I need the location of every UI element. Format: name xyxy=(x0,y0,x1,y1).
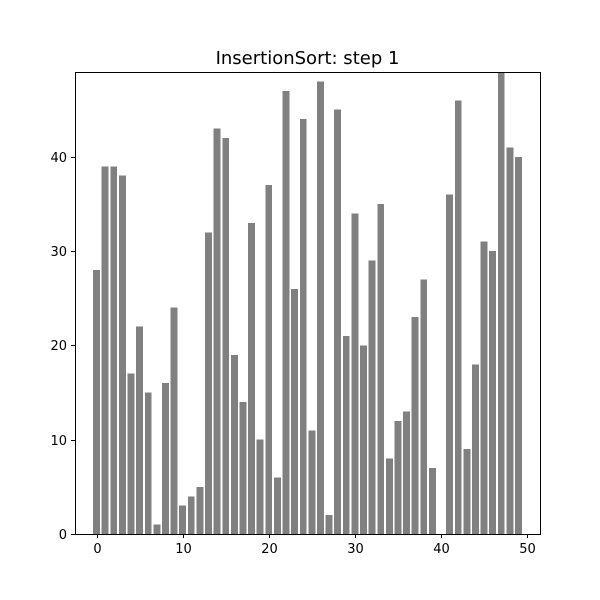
y-axis: 0 10 20 30 40 xyxy=(50,151,75,543)
bar-9 xyxy=(170,307,178,534)
bar-12 xyxy=(196,486,204,534)
bars-group xyxy=(93,72,522,535)
y-tick-label-30: 30 xyxy=(50,245,67,260)
x-tick-label-50: 50 xyxy=(519,542,536,557)
bar-36 xyxy=(403,411,410,534)
y-tick-label-10: 10 xyxy=(50,434,67,449)
x-tick-label-10: 10 xyxy=(175,542,192,557)
x-tick-label-0: 0 xyxy=(93,542,101,557)
bar-16 xyxy=(230,354,238,534)
y-tick-label-40: 40 xyxy=(50,151,67,166)
bar-42 xyxy=(454,100,462,534)
bar-41 xyxy=(446,194,454,534)
bar-24 xyxy=(299,119,307,534)
bar-17 xyxy=(239,402,247,534)
x-tick-label-40: 40 xyxy=(433,542,450,557)
x-axis: 0 10 20 30 40 50 xyxy=(93,534,536,557)
y-tick-label-20: 20 xyxy=(50,339,67,354)
bar-38 xyxy=(420,279,428,534)
bar-47 xyxy=(497,72,505,534)
bar-32 xyxy=(368,260,376,534)
bar-20 xyxy=(265,185,273,534)
chart-title: InsertionSort: step 1 xyxy=(216,48,400,69)
bar-0 xyxy=(93,270,100,534)
bar-8 xyxy=(161,383,169,534)
bar-26 xyxy=(316,81,324,535)
x-tick-label-20: 20 xyxy=(261,542,278,557)
bar-6 xyxy=(144,392,152,534)
bar-28 xyxy=(334,109,342,535)
bar-30 xyxy=(351,213,359,534)
bar-44 xyxy=(471,364,479,534)
bar-23 xyxy=(291,288,299,534)
x-tick-label-30: 30 xyxy=(347,542,364,557)
bar-1 xyxy=(101,166,109,535)
bar-10 xyxy=(179,505,187,534)
bar-46 xyxy=(489,251,497,534)
bar-4 xyxy=(127,373,135,534)
bar-11 xyxy=(187,496,195,534)
bar-43 xyxy=(463,449,471,534)
bar-49 xyxy=(515,156,522,535)
bar-13 xyxy=(205,232,212,535)
bar-33 xyxy=(377,204,385,534)
bar-34 xyxy=(385,458,393,534)
bar-39 xyxy=(428,468,436,534)
bar-7 xyxy=(153,524,161,534)
bar-15 xyxy=(222,138,230,534)
bar-48 xyxy=(506,147,514,534)
bar-45 xyxy=(480,241,488,534)
bar-5 xyxy=(136,326,144,534)
bar-19 xyxy=(256,439,264,534)
bar-29 xyxy=(342,336,350,534)
bar-25 xyxy=(308,430,316,534)
bar-22 xyxy=(282,90,290,535)
bar-18 xyxy=(248,222,255,535)
bar-31 xyxy=(360,345,367,534)
y-tick-label-0: 0 xyxy=(59,528,67,543)
plot-frame xyxy=(75,72,541,535)
bar-14 xyxy=(213,128,221,534)
bar-35 xyxy=(394,420,402,534)
bar-21 xyxy=(273,477,281,534)
bar-3 xyxy=(118,175,126,534)
bar-37 xyxy=(411,317,419,534)
bar-2 xyxy=(110,166,118,535)
bar-27 xyxy=(325,515,333,534)
